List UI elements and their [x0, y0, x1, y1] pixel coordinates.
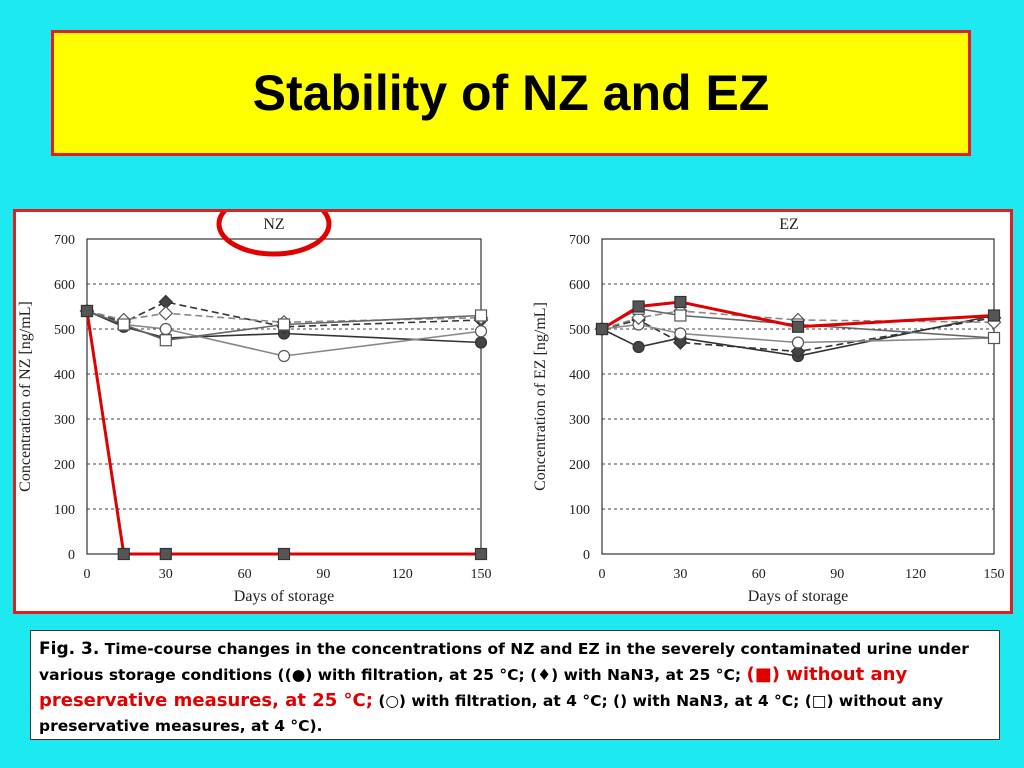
chart2-xtick-label: 0 — [599, 567, 606, 582]
chart2-ylabel: Concentration of EZ [ng/mL] — [532, 302, 549, 491]
chart2-ytick-label: 400 — [569, 368, 590, 383]
figure-caption: Fig. 3. Time-course changes in the conce… — [30, 630, 1000, 740]
chart2-ytick-label: 0 — [583, 548, 590, 563]
chart1-point-filled-circle — [474, 336, 488, 349]
chart1-point-open-square — [117, 318, 130, 331]
chart2-xtick-label: 150 — [984, 567, 1005, 582]
title-box: Stability of NZ and EZ — [51, 30, 971, 156]
chart2-point-filled-square — [987, 309, 1001, 322]
caption-text-2: (○) with filtration, at 4 °C; () with Na… — [39, 692, 944, 735]
chart1-point-open-circle — [159, 322, 172, 336]
chart2-plot-frame — [601, 238, 995, 555]
chart1-xtick-label: 120 — [392, 567, 413, 582]
chart1-ytick-label: 300 — [54, 413, 75, 428]
chart1-title: NZ — [263, 216, 284, 233]
chart2-point-filled-square — [674, 295, 687, 309]
chart2-xlabel: Days of storage — [748, 588, 848, 605]
chart2-xtick-label: 90 — [830, 567, 844, 582]
chart2-point-filled-diamond — [790, 344, 806, 359]
chart2-point-open-circle — [791, 336, 805, 349]
chart2-point-filled-diamond — [673, 335, 688, 350]
chart2-point-filled-square — [791, 320, 805, 333]
chart2-xtick-label: 60 — [752, 567, 766, 582]
chart2-point-filled-circle — [632, 340, 645, 354]
chart1-point-open-circle — [474, 325, 488, 338]
chart1-point-open-square — [159, 334, 172, 347]
chart1-point-filled-square — [159, 547, 172, 561]
chart1-point-filled-square — [80, 304, 94, 318]
chart2-ytick-label: 200 — [569, 458, 590, 473]
caption-highlight: (■) without any preservative measures, a… — [39, 664, 908, 711]
chart1-point-open-square — [474, 309, 488, 322]
chart2-ytick-label: 700 — [569, 233, 590, 248]
caption-text-1: Time-course changes in the concentration… — [39, 640, 969, 684]
chart1-ytick-label: 0 — [68, 548, 75, 563]
chart1-series-line-filled-square — [85, 310, 481, 556]
chart1-ytick-label: 600 — [54, 278, 75, 293]
chart1-ytick-label: 200 — [54, 458, 75, 473]
chart1-point-filled-square — [277, 547, 291, 561]
chart2-ytick-label: 500 — [569, 323, 590, 338]
chart1-xlabel: Days of storage — [234, 588, 334, 605]
chart1-point-open-diamond — [158, 305, 174, 321]
chart2-point-open-square — [987, 331, 1001, 345]
chart2-xtick-label: 120 — [905, 567, 926, 582]
chart2-point-filled-square — [595, 322, 609, 336]
chart1-xtick-label: 0 — [84, 567, 91, 582]
chart2-ytick-label: 600 — [569, 278, 590, 293]
chart1-point-filled-square — [117, 547, 130, 561]
chart1-xtick-label: 150 — [471, 567, 492, 582]
chart2-xtick-label: 30 — [673, 567, 687, 582]
chart1-ytick-label: 700 — [54, 233, 75, 248]
chart2-point-open-square — [674, 309, 687, 322]
chart1-point-open-square — [277, 318, 291, 331]
chart1-series-line-filled-diamond — [86, 301, 482, 328]
slide-title: Stability of NZ and EZ — [252, 65, 770, 121]
chart1-ytick-label: 100 — [54, 503, 75, 518]
chart1-xtick-label: 60 — [238, 567, 252, 582]
chart1-xtick-label: 30 — [159, 567, 173, 582]
chart1-plot-frame — [86, 238, 482, 555]
chart1-point-filled-square — [474, 547, 488, 561]
chart1-xtick-label: 90 — [316, 567, 330, 582]
caption-fig-label: Fig. 3. — [39, 639, 100, 659]
chart1-ytick-label: 400 — [54, 368, 75, 383]
chart1-title-highlight-circle — [216, 212, 332, 257]
chart2-point-open-circle — [674, 327, 687, 340]
chart2-ytick-label: 300 — [569, 413, 590, 428]
chart2-point-filled-square — [632, 300, 645, 313]
figure-panel: 0 100 200 300 400 500 600 700 0 30 60 90 120 150 NZ Day… — [13, 209, 1013, 614]
chart1-point-open-circle — [277, 349, 291, 363]
chart1-ytick-label: 500 — [54, 323, 75, 338]
chart1-ylabel: Concentration of NZ [ng/mL] — [17, 301, 34, 492]
chart2-ytick-label: 100 — [569, 503, 590, 518]
chart2-title: EZ — [779, 216, 799, 233]
